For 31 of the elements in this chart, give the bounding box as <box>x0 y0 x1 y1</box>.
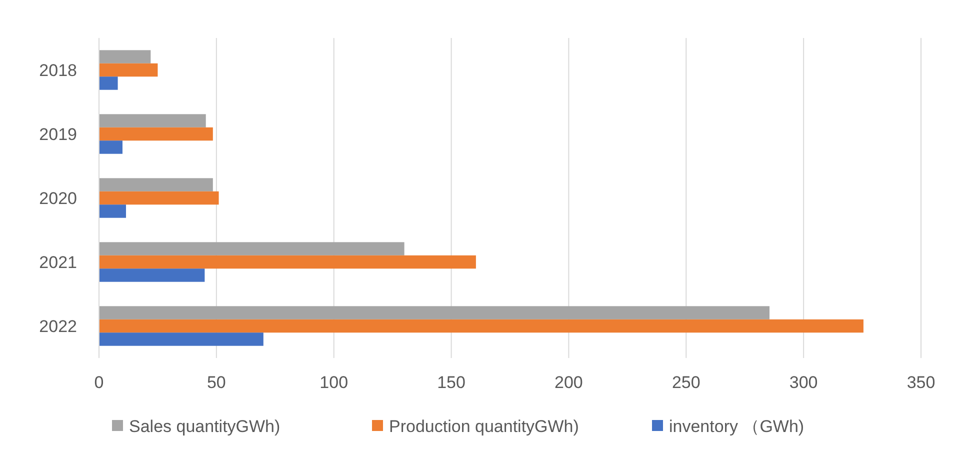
y-tick-label: 2022 <box>39 317 77 336</box>
x-tick-label: 250 <box>672 373 700 392</box>
bar <box>99 50 151 64</box>
x-tick-label: 350 <box>906 373 936 392</box>
x-tick-label: 200 <box>554 373 583 392</box>
bar <box>99 191 219 205</box>
legend-label: inventory （GWh) <box>669 417 804 436</box>
bar <box>99 255 476 269</box>
bar <box>99 114 206 128</box>
x-tick-label: 50 <box>206 373 226 392</box>
bar <box>99 127 213 141</box>
y-tick-label: 2018 <box>39 61 77 80</box>
legend-label: Sales quantityGWh) <box>129 417 280 436</box>
bar <box>99 140 122 154</box>
bar <box>99 268 205 282</box>
bar <box>99 178 213 192</box>
bar <box>99 332 264 346</box>
bar <box>99 306 770 320</box>
x-tick-label: 150 <box>437 373 466 392</box>
y-tick-label: 2020 <box>39 189 77 208</box>
x-tick-label: 300 <box>789 373 818 392</box>
y-tick-label: 2021 <box>39 253 77 272</box>
legend-label: Production quantityGWh) <box>389 417 579 436</box>
y-tick-label: 2019 <box>39 125 77 144</box>
bar <box>99 63 158 77</box>
bar <box>99 204 126 218</box>
x-tick-label: 100 <box>320 373 348 392</box>
bar <box>99 242 404 256</box>
bar <box>99 76 118 90</box>
x-tick-label: 0 <box>94 373 104 392</box>
bar <box>99 319 864 333</box>
